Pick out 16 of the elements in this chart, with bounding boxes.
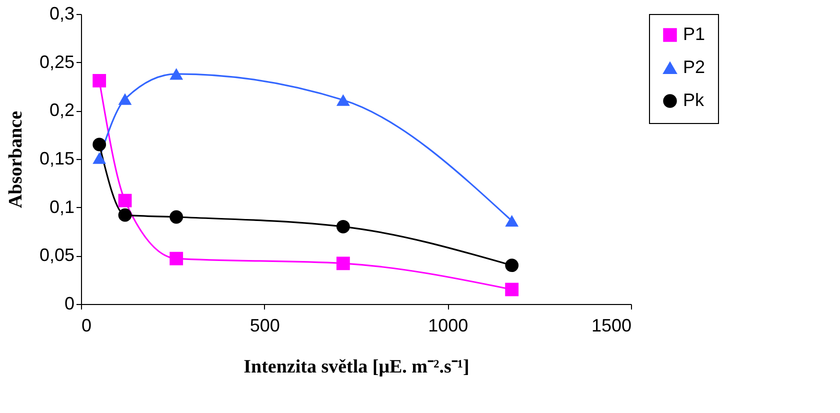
legend-label: P2: [683, 57, 706, 77]
y-tick-label: 0,1: [49, 196, 74, 217]
x-tick-label: 1000: [428, 316, 468, 336]
x-axis-title: Intenzita světla [μE. m⁻².s⁻¹]: [244, 356, 470, 378]
legend-label: P1: [683, 24, 706, 44]
y-tick-label: 0,05: [39, 245, 74, 266]
y-tick-label: 0,25: [39, 52, 74, 72]
legend-label: Pk: [683, 90, 706, 110]
x-tick-label: 1500: [591, 316, 632, 336]
x-tick-label: 0: [82, 316, 92, 336]
x-tick-label: 500: [250, 316, 280, 336]
y-tick-label: 0,2: [49, 100, 74, 120]
y-tick-label: 0: [64, 294, 74, 314]
y-axis-title: Absorbance: [5, 110, 26, 208]
y-tick-label: 0,3: [49, 4, 74, 24]
y-tick-label: 0,15: [39, 148, 74, 168]
